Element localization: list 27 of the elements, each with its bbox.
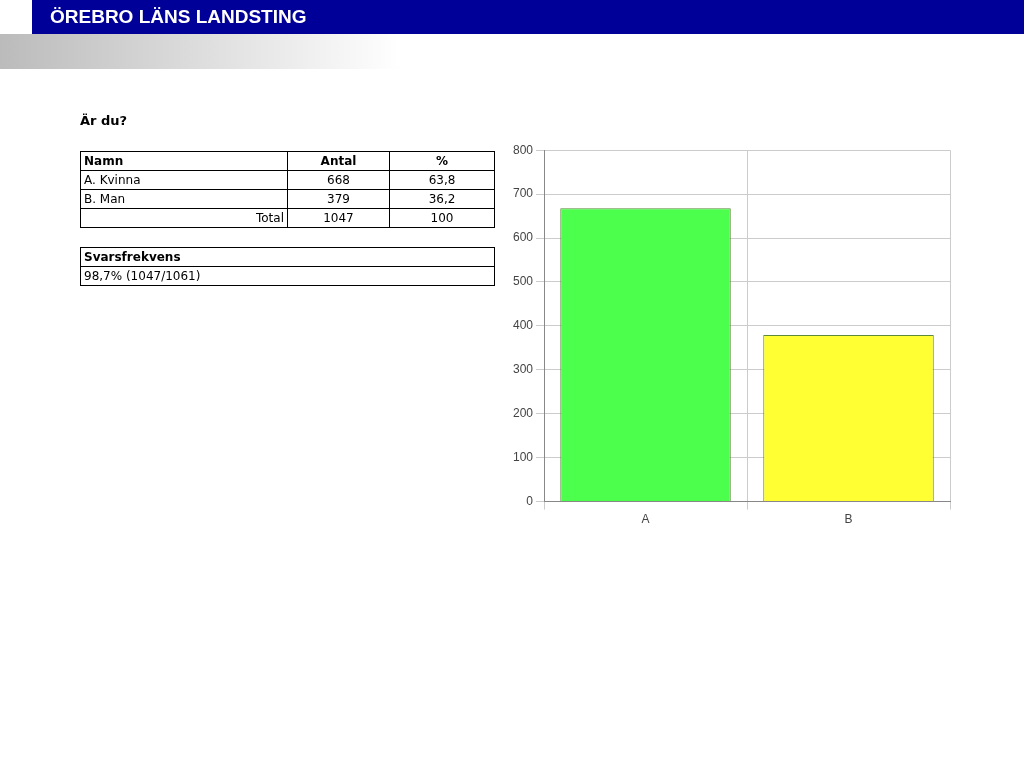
y-tick-label: 200 [512, 406, 534, 421]
text: Svarsfrekvens [80, 247, 495, 267]
text: 668 [287, 170, 390, 190]
x-tick-label: B [844, 512, 853, 527]
text: Namn [80, 151, 288, 171]
text: 1047 [287, 208, 390, 228]
text: Total [80, 208, 288, 228]
text: 36,2 [389, 189, 495, 209]
text: Är du? [80, 113, 128, 128]
y-tick-label: 100 [512, 449, 534, 464]
text: % [389, 151, 495, 171]
y-tick-label: 800 [512, 142, 534, 157]
text: 379 [287, 189, 390, 209]
y-tick-label: 0 [526, 493, 534, 508]
y-tick-label: 300 [512, 362, 534, 377]
y-tick-label: 500 [512, 274, 534, 289]
text: 98,7% (1047/1061) [80, 266, 495, 286]
text: 63,8 [389, 170, 495, 190]
y-tick-label: 600 [512, 230, 534, 245]
text: 100 [389, 208, 495, 228]
text: ÖREBRO LÄNS LANDSTING [32, 0, 1024, 34]
x-tick-label: A [641, 512, 650, 527]
y-tick-label: 400 [512, 318, 534, 333]
y-tick-label: 700 [512, 186, 534, 201]
text: A. Kvinna [80, 170, 288, 190]
text: B. Man [80, 189, 288, 209]
text: Antal [287, 151, 390, 171]
